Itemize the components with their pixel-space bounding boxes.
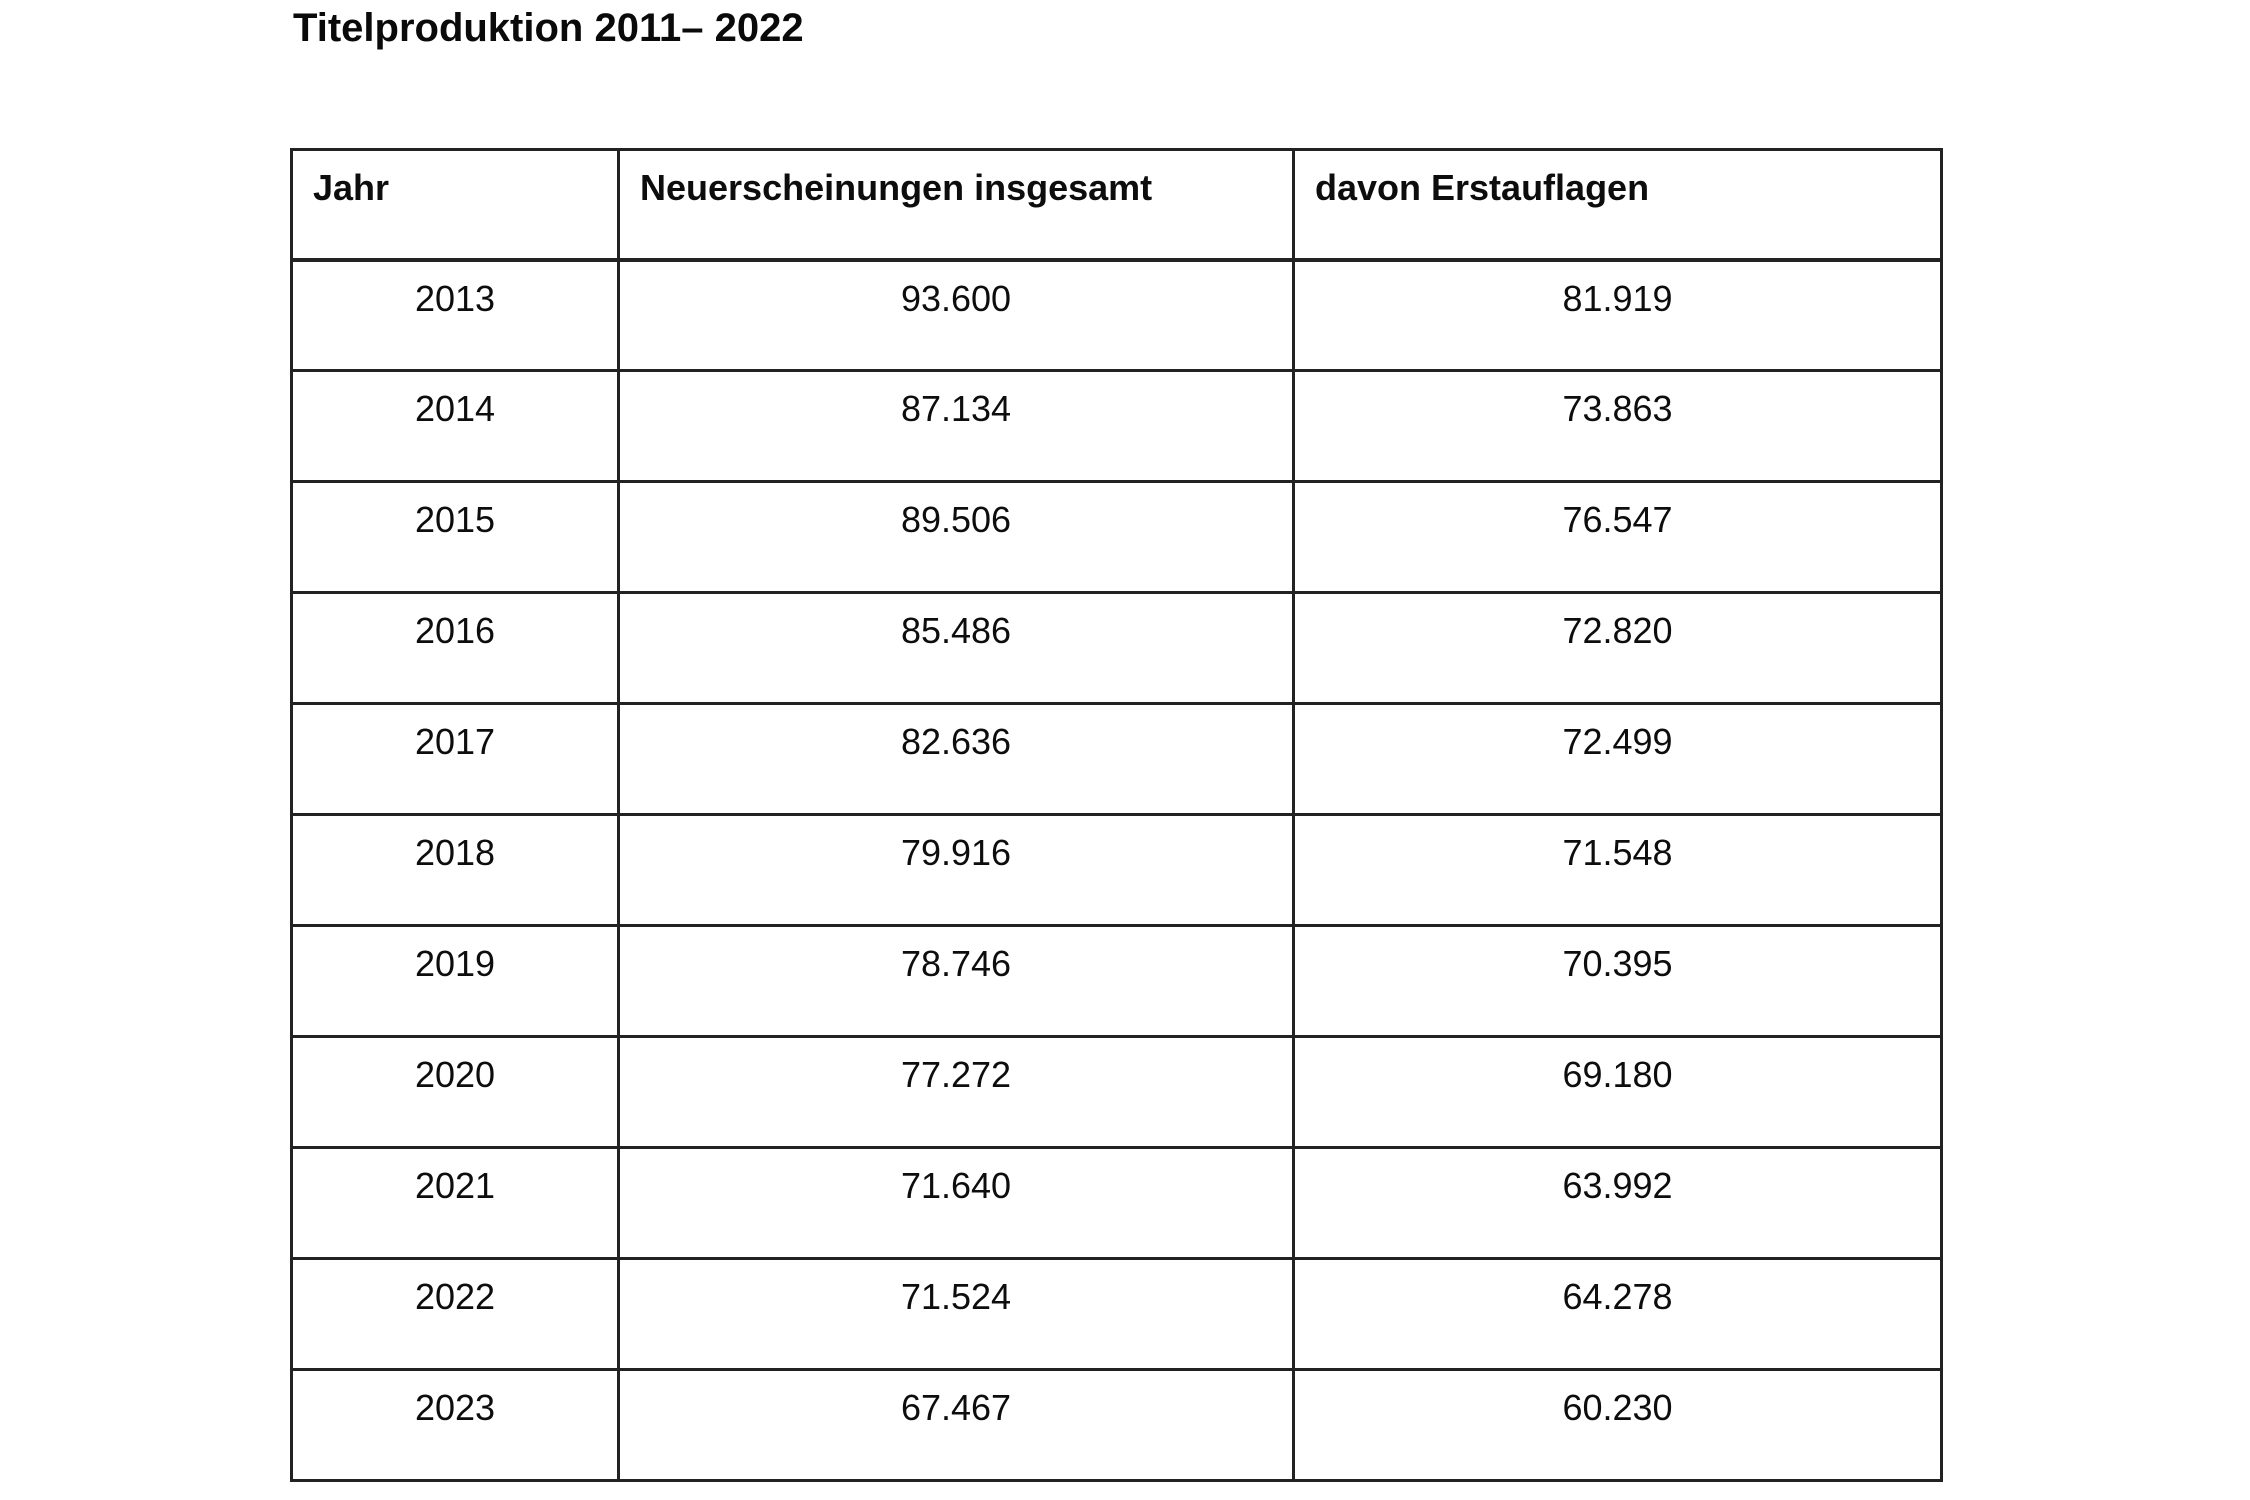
- total-new-titles-cell: 93.600: [617, 258, 1295, 372]
- column-header-erstauflagen: davon Erstauflagen: [1292, 148, 1943, 262]
- table-row: 2023 67.467 60.230: [290, 1368, 1943, 1482]
- column-header-neuerscheinungen: Neuerscheinungen insgesamt: [617, 148, 1295, 262]
- year-cell: 2013: [290, 258, 620, 372]
- first-editions-cell: 73.863: [1292, 369, 1943, 483]
- total-new-titles-cell: 87.134: [617, 369, 1295, 483]
- table-row: 2015 89.506 76.547: [290, 480, 1943, 594]
- first-editions-cell: 69.180: [1292, 1035, 1943, 1149]
- table-row: 2022 71.524 64.278: [290, 1257, 1943, 1371]
- year-cell: 2015: [290, 480, 620, 594]
- table-row: 2013 93.600 81.919: [290, 258, 1943, 372]
- total-new-titles-cell: 67.467: [617, 1368, 1295, 1482]
- column-header-jahr: Jahr: [290, 148, 620, 262]
- year-cell: 2018: [290, 813, 620, 927]
- total-new-titles-cell: 89.506: [617, 480, 1295, 594]
- year-cell: 2019: [290, 924, 620, 1038]
- first-editions-cell: 81.919: [1292, 258, 1943, 372]
- title-production-table: Jahr Neuerscheinungen insgesamt davon Er…: [290, 148, 1943, 1482]
- total-new-titles-cell: 85.486: [617, 591, 1295, 705]
- year-cell: 2016: [290, 591, 620, 705]
- year-cell: 2014: [290, 369, 620, 483]
- year-cell: 2020: [290, 1035, 620, 1149]
- first-editions-cell: 72.499: [1292, 702, 1943, 816]
- first-editions-cell: 71.548: [1292, 813, 1943, 927]
- total-new-titles-cell: 82.636: [617, 702, 1295, 816]
- year-cell: 2021: [290, 1146, 620, 1260]
- year-cell: 2022: [290, 1257, 620, 1371]
- total-new-titles-cell: 77.272: [617, 1035, 1295, 1149]
- table-row: 2019 78.746 70.395: [290, 924, 1943, 1038]
- year-cell: 2023: [290, 1368, 620, 1482]
- page-title: Titelproduktion 2011– 2022: [293, 6, 804, 50]
- total-new-titles-cell: 79.916: [617, 813, 1295, 927]
- table-row: 2014 87.134 73.863: [290, 369, 1943, 483]
- table-row: 2018 79.916 71.548: [290, 813, 1943, 927]
- first-editions-cell: 63.992: [1292, 1146, 1943, 1260]
- first-editions-cell: 76.547: [1292, 480, 1943, 594]
- first-editions-cell: 60.230: [1292, 1368, 1943, 1482]
- first-editions-cell: 72.820: [1292, 591, 1943, 705]
- table-row: 2020 77.272 69.180: [290, 1035, 1943, 1149]
- table-row: 2021 71.640 63.992: [290, 1146, 1943, 1260]
- table-row: 2016 85.486 72.820: [290, 591, 1943, 705]
- table-row: 2017 82.636 72.499: [290, 702, 1943, 816]
- first-editions-cell: 70.395: [1292, 924, 1943, 1038]
- total-new-titles-cell: 71.524: [617, 1257, 1295, 1371]
- table-header-row: Jahr Neuerscheinungen insgesamt davon Er…: [290, 148, 1943, 262]
- total-new-titles-cell: 71.640: [617, 1146, 1295, 1260]
- year-cell: 2017: [290, 702, 620, 816]
- first-editions-cell: 64.278: [1292, 1257, 1943, 1371]
- total-new-titles-cell: 78.746: [617, 924, 1295, 1038]
